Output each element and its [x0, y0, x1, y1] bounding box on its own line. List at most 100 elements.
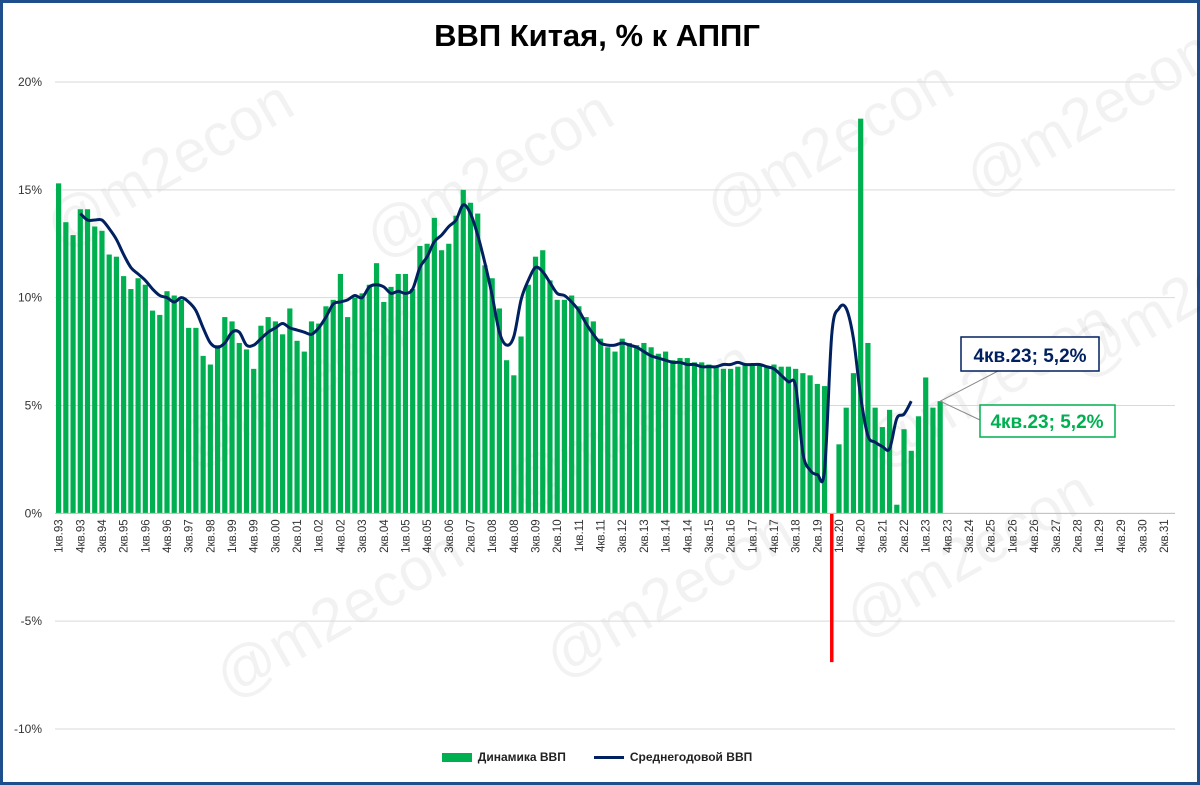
bar [388, 286, 394, 514]
bar [504, 360, 510, 514]
bar [214, 345, 221, 514]
bar [402, 273, 409, 514]
y-tick-label: 5% [25, 399, 43, 413]
bar [793, 368, 799, 514]
bar [106, 254, 112, 514]
bar [193, 327, 199, 514]
bar [706, 364, 712, 514]
bar [626, 342, 633, 514]
bar [121, 276, 127, 514]
bar [316, 323, 322, 514]
bar [489, 278, 495, 514]
x-tick-label: 3кв.06 [444, 519, 456, 553]
bar [171, 295, 177, 514]
bar [677, 358, 683, 514]
watermark-text: @m2econ [953, 16, 1200, 211]
bar [858, 118, 864, 514]
x-tick-label: 4кв.17 [769, 519, 781, 553]
bar [785, 366, 792, 514]
bar [417, 245, 423, 514]
bar [641, 342, 647, 514]
bar [157, 314, 163, 514]
bar [164, 291, 170, 514]
watermark-text: @m2econ [353, 76, 624, 271]
x-tick-label: 3кв.30 [1137, 519, 1149, 553]
x-tick-label: 3кв.03 [357, 519, 369, 553]
bar [381, 301, 387, 514]
bar [619, 338, 625, 514]
bar [352, 297, 358, 514]
bar [280, 334, 286, 514]
bar [77, 209, 83, 514]
x-tick-label: 4кв.05 [422, 519, 434, 553]
bar [590, 321, 596, 514]
bar [207, 364, 213, 514]
bar [92, 226, 98, 514]
bar [467, 202, 474, 514]
x-tick-label: 1кв.26 [1007, 519, 1019, 553]
x-tick-label: 4кв.02 [335, 519, 347, 553]
x-tick-label: 3кв.00 [270, 519, 282, 553]
x-tick-label: 1кв.05 [400, 519, 412, 553]
x-tick-label: 1кв.08 [487, 519, 499, 553]
bar [771, 364, 777, 514]
bar [431, 217, 437, 514]
x-tick-label: 4кв.23 [942, 519, 954, 553]
bar [923, 377, 929, 514]
bar [908, 450, 914, 514]
bar [265, 317, 271, 514]
y-tick-label: 10% [18, 291, 42, 305]
x-tick-label: 4кв.29 [1116, 519, 1128, 553]
x-tick-label: 2кв.28 [1072, 519, 1084, 553]
bar [670, 360, 676, 514]
bar [330, 299, 336, 514]
bar [930, 407, 936, 514]
legend-item-bars: Динамика ВВП [441, 750, 566, 764]
bar [482, 265, 488, 514]
legend-label-line: Среднегодовой ВВП [629, 750, 753, 764]
bar [699, 362, 705, 514]
bar [901, 429, 907, 514]
callout-leader-bars [939, 400, 981, 421]
x-tick-label: 1кв.17 [747, 519, 759, 553]
bar [872, 407, 878, 514]
bar [366, 284, 372, 514]
bar [814, 383, 820, 514]
x-tick-label: 4кв.26 [1029, 519, 1041, 553]
bar [720, 368, 726, 514]
bar [532, 256, 539, 514]
x-tick-label: 3кв.94 [97, 519, 109, 553]
bar [756, 364, 763, 514]
bar [323, 306, 329, 514]
bar [99, 230, 105, 514]
x-tick-label: 2кв.31 [1159, 519, 1171, 553]
x-tick-label: 4кв.08 [509, 519, 521, 553]
bar [424, 243, 430, 514]
callout-leader-line [939, 369, 1001, 402]
bar [865, 342, 871, 514]
bar [662, 351, 669, 514]
legend-item-line: Среднегодовой ВВП [593, 750, 753, 764]
x-tick-label: 2кв.16 [726, 519, 738, 553]
bar [308, 321, 315, 514]
callout-label-bars: 4кв.23; 5,2% [990, 412, 1103, 433]
x-tick-label: 2кв.07 [465, 519, 477, 553]
bar [178, 299, 185, 514]
bar [113, 256, 120, 514]
y-tick-label: 0% [25, 506, 43, 520]
y-tick-label: -10% [14, 722, 42, 736]
x-tick-label: 4кв.14 [682, 519, 694, 553]
bar [561, 299, 568, 514]
bar [438, 250, 445, 514]
bar [229, 321, 235, 514]
legend-label-bars: Динамика ВВП [477, 750, 566, 764]
y-tick-label: 15% [18, 183, 42, 197]
x-tick-label: 1кв.11 [574, 519, 586, 552]
x-tick-label: 1кв.93 [54, 519, 66, 553]
bar [243, 349, 250, 514]
bar [63, 222, 69, 514]
bar [597, 338, 604, 514]
bar [135, 278, 141, 514]
watermark-text: @m2econ [693, 46, 964, 241]
x-tick-label: 2кв.04 [379, 519, 391, 553]
